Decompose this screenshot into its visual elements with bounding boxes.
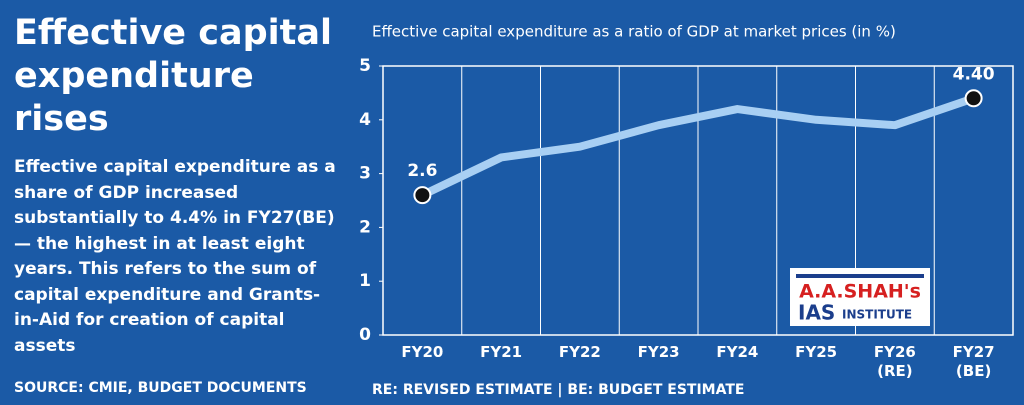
line [418, 94, 978, 200]
y-tick-label: 1 [359, 271, 371, 291]
note: RE: REVISED ESTIMATE | BE: BUDGET ESTIMA… [372, 382, 744, 398]
x-tick-label: FY26 (RE) [873, 343, 916, 380]
x-tick-label: FY23 [637, 343, 680, 361]
x-tick-label: FY22 [558, 343, 601, 361]
title: Effective capital expenditure rises [14, 13, 332, 139]
logo-text: INSTITUTE [842, 308, 912, 322]
logo-bar [796, 274, 924, 278]
y-tick-label: 4 [359, 110, 371, 130]
description: Effective capital expenditure as a share… [14, 157, 336, 356]
data-label: 4.40 [953, 64, 995, 84]
y-tick-label: 5 [359, 56, 371, 76]
x-tick-label: FY25 [795, 343, 838, 361]
x-tick-label: FY27 (BE) [952, 343, 995, 380]
x-tick-label: FY20 [401, 343, 444, 361]
source: SOURCE: CMIE, BUDGET DOCUMENTS [14, 380, 307, 396]
x-tick-label: FY21 [480, 343, 523, 361]
marker [413, 186, 432, 205]
data-label: 2.6 [407, 161, 437, 181]
logo-text: IAS [798, 301, 835, 325]
marker [964, 89, 983, 108]
chart-title: Effective capital expenditure as a ratio… [372, 23, 896, 41]
y-tick-label: 2 [359, 217, 371, 237]
y-tick-label: 0 [359, 325, 371, 345]
y-tick-label: 3 [359, 164, 371, 184]
x-tick-label: FY24 [716, 343, 759, 361]
logo-text: A.A.SHAH's [799, 281, 921, 303]
